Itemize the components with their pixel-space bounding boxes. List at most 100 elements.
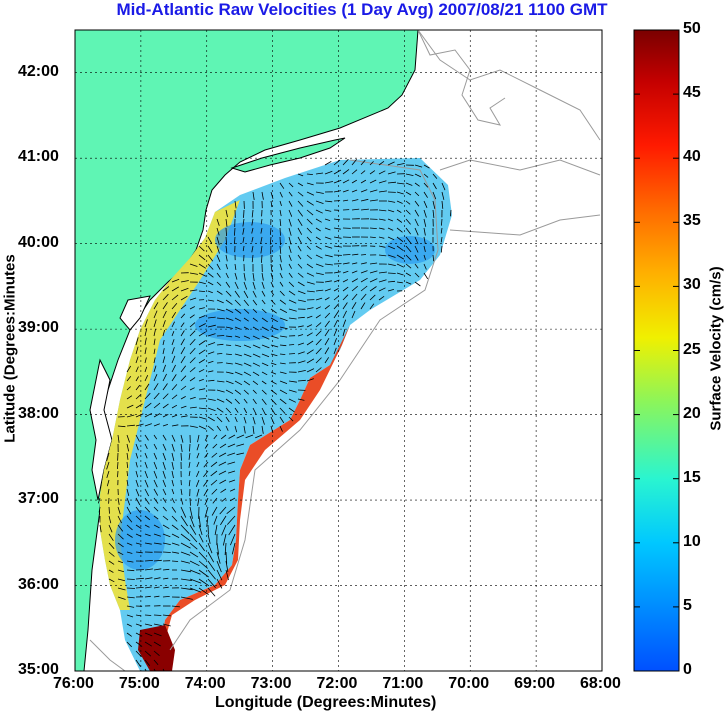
velocity-vector bbox=[171, 278, 180, 283]
velocity-vector bbox=[225, 263, 228, 270]
velocity-vector bbox=[216, 263, 221, 270]
velocity-vector bbox=[279, 182, 285, 189]
land-mass bbox=[75, 30, 419, 671]
velocity-vector bbox=[306, 378, 314, 382]
velocity-vector bbox=[153, 568, 162, 571]
velocity-vector bbox=[279, 317, 288, 322]
velocity-vector bbox=[252, 389, 257, 394]
velocity-vector bbox=[180, 551, 191, 556]
velocity-vector bbox=[153, 402, 161, 409]
velocity-vector bbox=[144, 542, 152, 545]
velocity-vector bbox=[144, 347, 147, 355]
velocity-vector bbox=[216, 308, 225, 312]
velocity-vector bbox=[234, 335, 241, 338]
velocity-vector bbox=[440, 236, 443, 243]
velocity-vector bbox=[243, 317, 249, 322]
velocity-vector bbox=[315, 209, 323, 214]
velocity-vector bbox=[153, 668, 156, 671]
velocity-vector bbox=[207, 379, 215, 382]
velocity-vector bbox=[351, 301, 357, 310]
velocity-vector bbox=[180, 415, 188, 418]
velocity-vector bbox=[144, 392, 151, 400]
velocity-vector bbox=[117, 542, 124, 548]
velocity-vector bbox=[333, 218, 340, 221]
velocity-vector bbox=[198, 425, 207, 430]
velocity-vector bbox=[288, 398, 296, 403]
velocity-vector bbox=[405, 191, 412, 196]
velocity-vector bbox=[405, 245, 412, 253]
velocity-vector bbox=[423, 209, 427, 218]
velocity-vector bbox=[117, 569, 125, 573]
velocity-vector bbox=[188, 452, 191, 460]
velocity-vector bbox=[126, 641, 132, 648]
velocity-vector bbox=[360, 179, 367, 184]
velocity-vector bbox=[270, 317, 278, 323]
velocity-vector bbox=[198, 307, 205, 310]
velocity-vector bbox=[378, 279, 387, 283]
map-title: Mid-Atlantic Raw Velocities (1 Day Avg) … bbox=[116, 0, 608, 19]
velocity-vector bbox=[270, 272, 274, 280]
velocity-vector bbox=[252, 425, 255, 434]
velocity-vector bbox=[306, 324, 313, 328]
velocity-vector bbox=[306, 227, 312, 234]
velocity-vector bbox=[171, 424, 179, 427]
velocity-vector bbox=[324, 263, 333, 266]
velocity-vector bbox=[261, 272, 264, 281]
velocity-vector bbox=[162, 320, 166, 328]
velocity-vector bbox=[203, 461, 209, 468]
velocity-vector bbox=[144, 470, 148, 479]
velocity-vector bbox=[126, 424, 135, 427]
velocity-vector bbox=[279, 416, 285, 424]
velocity-vector bbox=[378, 190, 387, 193]
velocity-vector bbox=[236, 443, 245, 447]
velocity-vector bbox=[204, 452, 209, 458]
velocity-vector bbox=[279, 281, 284, 287]
velocity-vector bbox=[387, 209, 395, 213]
velocity-vector bbox=[135, 356, 139, 364]
velocity-vector bbox=[225, 380, 234, 385]
velocity-vector bbox=[396, 191, 404, 195]
velocity-vector bbox=[135, 393, 142, 400]
velocity-vector bbox=[288, 344, 295, 346]
velocity-vector bbox=[189, 297, 197, 301]
velocity-vector bbox=[153, 506, 159, 512]
velocity-vector bbox=[396, 200, 403, 204]
velocity-vector bbox=[243, 290, 249, 299]
velocity-vector bbox=[198, 515, 201, 528]
velocity-vector bbox=[153, 533, 161, 537]
velocity-vector bbox=[153, 595, 160, 598]
velocity-vector bbox=[189, 497, 191, 506]
velocity-vector bbox=[180, 560, 191, 564]
velocity-vector bbox=[171, 414, 178, 418]
velocity-vector bbox=[297, 200, 304, 207]
velocity-vector bbox=[270, 344, 279, 348]
velocity-vector bbox=[378, 254, 387, 257]
velocity-vector bbox=[126, 452, 129, 460]
velocity-vector bbox=[288, 317, 297, 320]
velocity-vector bbox=[405, 200, 411, 205]
velocity-vector bbox=[189, 357, 196, 364]
velocity-vector bbox=[210, 479, 218, 486]
velocity-vector bbox=[234, 344, 242, 347]
velocity-vector bbox=[207, 533, 211, 544]
velocity-vector bbox=[189, 551, 199, 558]
velocity-vector bbox=[171, 384, 178, 391]
velocity-vector bbox=[261, 362, 269, 367]
velocity-vector bbox=[144, 586, 152, 589]
velocity-vector bbox=[180, 405, 187, 409]
velocity-vector bbox=[126, 414, 135, 418]
velocity-vector bbox=[162, 596, 170, 598]
velocity-vector bbox=[207, 542, 213, 554]
velocity-vector bbox=[162, 623, 171, 627]
velocity-vector bbox=[342, 302, 348, 310]
velocity-vector bbox=[198, 290, 206, 292]
velocity-vector bbox=[216, 281, 222, 286]
velocity-vector bbox=[342, 254, 351, 256]
velocity-vector bbox=[211, 488, 218, 495]
velocity-vector bbox=[369, 161, 374, 166]
velocity-vector bbox=[144, 632, 153, 637]
velocity-vector bbox=[216, 218, 220, 226]
velocity-vector bbox=[228, 524, 236, 536]
velocity-vector bbox=[219, 452, 227, 457]
velocity-vector bbox=[333, 169, 342, 175]
